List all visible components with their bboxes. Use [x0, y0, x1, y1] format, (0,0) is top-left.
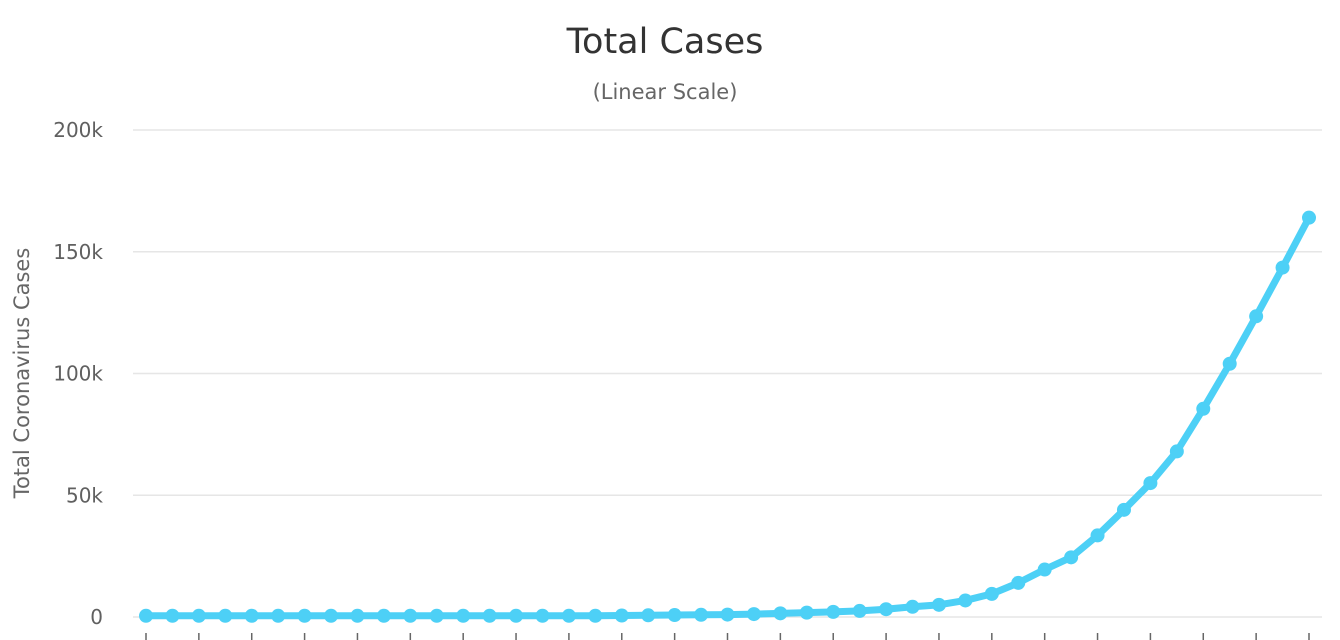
- chart-subtitle: (Linear Scale): [592, 80, 738, 104]
- data-point[interactable]: [1222, 356, 1237, 371]
- data-point[interactable]: [1011, 575, 1026, 590]
- data-point[interactable]: [561, 608, 576, 623]
- data-point[interactable]: [879, 602, 894, 617]
- data-point[interactable]: [931, 597, 946, 612]
- grid-lines: [133, 129, 1322, 618]
- data-point[interactable]: [403, 608, 418, 623]
- data-point[interactable]: [350, 608, 365, 623]
- data-point[interactable]: [139, 608, 153, 623]
- chart-title: Total Cases: [566, 22, 764, 62]
- series-line: [142, 214, 1313, 620]
- data-point[interactable]: [746, 607, 761, 622]
- data-point[interactable]: [271, 608, 286, 623]
- data-point[interactable]: [509, 608, 524, 623]
- data-point[interactable]: [694, 607, 709, 622]
- y-tick-label: 50k: [66, 483, 103, 507]
- data-point[interactable]: [984, 586, 999, 601]
- data-point[interactable]: [1090, 528, 1105, 543]
- data-point[interactable]: [641, 608, 656, 623]
- data-point[interactable]: [799, 605, 814, 620]
- y-axis-title: Total Coronavirus Cases: [10, 248, 34, 500]
- data-point[interactable]: [852, 603, 867, 618]
- y-tick-label: 200k: [53, 118, 103, 142]
- y-tick-label: 100k: [53, 362, 103, 386]
- data-point[interactable]: [1143, 476, 1158, 491]
- data-point[interactable]: [905, 599, 920, 614]
- data-point[interactable]: [773, 606, 788, 621]
- data-point[interactable]: [456, 608, 471, 623]
- data-point[interactable]: [324, 608, 339, 623]
- data-point[interactable]: [218, 608, 233, 623]
- data-point[interactable]: [588, 608, 603, 623]
- data-point[interactable]: [535, 608, 550, 623]
- data-point[interactable]: [482, 608, 497, 623]
- data-point[interactable]: [826, 604, 841, 619]
- data-point[interactable]: [1249, 309, 1264, 324]
- y-tick-label: 0: [90, 605, 103, 629]
- data-point[interactable]: [165, 608, 180, 623]
- data-point[interactable]: [429, 608, 444, 623]
- data-point[interactable]: [1302, 210, 1316, 225]
- data-point[interactable]: [720, 607, 735, 622]
- data-point[interactable]: [1196, 401, 1211, 416]
- data-point[interactable]: [667, 608, 682, 623]
- y-axis-ticks: 0 50k 100k 150k 200k: [53, 118, 103, 629]
- data-point[interactable]: [244, 608, 259, 623]
- series-layer: [139, 210, 1316, 623]
- data-point[interactable]: [1064, 550, 1079, 565]
- y-tick-label: 150k: [53, 240, 103, 264]
- data-point[interactable]: [191, 608, 206, 623]
- x-axis-ticks: [145, 633, 1310, 640]
- data-point[interactable]: [1116, 502, 1131, 517]
- data-point[interactable]: [376, 608, 391, 623]
- data-point[interactable]: [1169, 444, 1184, 459]
- data-point[interactable]: [1275, 260, 1290, 275]
- data-point[interactable]: [1037, 562, 1052, 577]
- data-point[interactable]: [614, 608, 629, 623]
- data-point[interactable]: [958, 593, 973, 608]
- data-point[interactable]: [297, 608, 312, 623]
